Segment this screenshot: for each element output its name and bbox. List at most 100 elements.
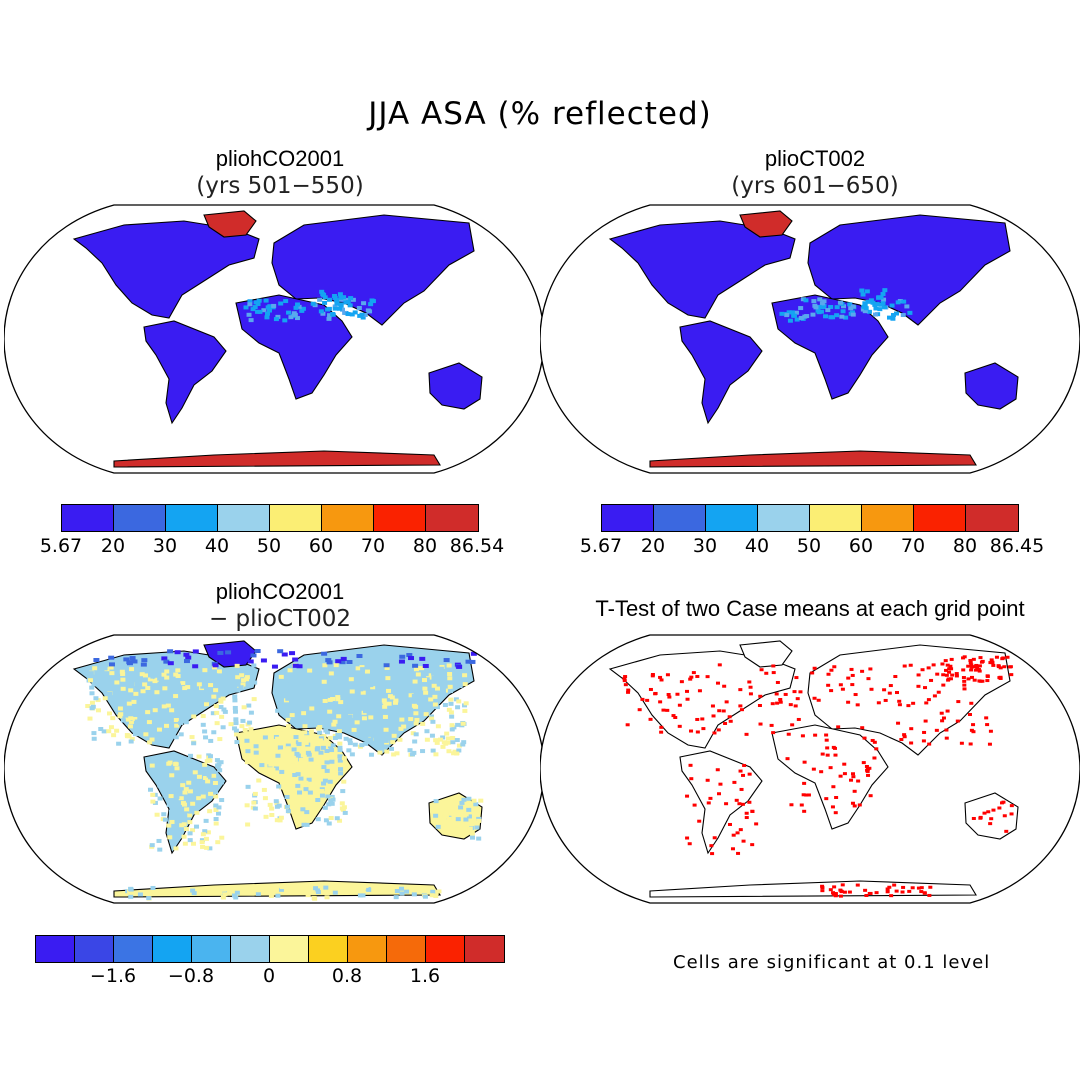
difference-cell	[298, 738, 304, 743]
difference-cell	[160, 720, 166, 725]
significant-cell	[735, 831, 740, 835]
difference-cell	[173, 672, 179, 677]
difference-cell	[179, 823, 185, 828]
significant-cell	[919, 890, 924, 894]
difference-cell	[233, 895, 239, 900]
difference-cell	[96, 675, 102, 680]
difference-cell	[326, 802, 332, 807]
significant-cell	[869, 687, 874, 691]
difference-cell	[323, 885, 329, 890]
difference-cell	[420, 721, 426, 726]
significant-cell	[800, 734, 805, 738]
significant-cell	[916, 684, 921, 688]
difference-cell	[174, 723, 180, 728]
difference-cell	[152, 800, 158, 805]
significant-cell	[997, 806, 1002, 810]
difference-cell	[398, 659, 405, 664]
difference-cell	[217, 768, 223, 773]
difference-cell	[303, 787, 309, 792]
difference-cell	[446, 663, 452, 668]
difference-cell	[108, 662, 115, 667]
difference-cell	[224, 672, 230, 677]
difference-cell	[146, 720, 152, 725]
difference-cell	[331, 700, 337, 705]
difference-cell	[208, 791, 214, 796]
difference-cell	[149, 737, 155, 742]
difference-cell	[334, 816, 340, 821]
difference-cell	[125, 717, 131, 722]
significant-cell	[659, 730, 664, 734]
difference-cell	[192, 649, 199, 654]
difference-cell	[447, 684, 453, 689]
albedo-cell	[250, 307, 256, 312]
albedo-cell	[859, 288, 865, 293]
significant-cell	[626, 688, 631, 692]
difference-cell	[134, 719, 140, 724]
difference-cell	[173, 801, 179, 806]
difference-cell	[283, 686, 289, 691]
significant-cell	[691, 671, 696, 675]
difference-cell	[347, 741, 353, 746]
difference-cell	[328, 671, 334, 676]
difference-cell	[213, 808, 219, 813]
difference-cell	[362, 709, 368, 714]
colorbar-tick-label: 40	[744, 535, 770, 557]
difference-cell	[407, 748, 413, 753]
difference-cell	[204, 702, 210, 707]
difference-cell	[319, 789, 325, 794]
significant-cell	[625, 723, 630, 727]
difference-cell	[292, 663, 299, 668]
significant-cell	[792, 690, 797, 694]
albedo-cell	[850, 304, 856, 309]
significant-cell	[962, 683, 967, 687]
difference-cell	[324, 895, 330, 900]
significant-cell	[929, 678, 934, 682]
difference-cell	[173, 735, 179, 740]
difference-cell	[361, 716, 367, 721]
colorbar-swatch	[114, 505, 166, 531]
albedo-cell	[870, 300, 876, 305]
albedo-cell	[779, 311, 785, 316]
difference-cell	[290, 763, 296, 768]
albedo-cell	[819, 301, 825, 306]
significant-cell	[771, 671, 776, 675]
colorbar-swatch	[706, 505, 758, 531]
difference-cell	[232, 698, 238, 703]
difference-cell	[382, 704, 388, 709]
albedo-cell	[865, 299, 871, 304]
albedo-cell	[864, 289, 870, 294]
difference-cell	[306, 886, 312, 891]
significant-cell	[712, 836, 717, 840]
difference-cell	[224, 689, 230, 694]
difference-cell	[423, 690, 429, 695]
significant-cell	[831, 785, 836, 789]
difference-cell	[304, 760, 310, 765]
significant-cell	[739, 708, 744, 712]
difference-cell	[215, 840, 221, 845]
significant-cell	[650, 674, 655, 678]
difference-cell	[460, 742, 466, 747]
significant-cell	[661, 708, 666, 712]
significant-cell	[895, 691, 899, 695]
significant-cell	[978, 656, 983, 660]
difference-cell	[478, 798, 484, 803]
difference-cell	[143, 732, 149, 737]
difference-cell	[200, 794, 206, 799]
difference-cell	[148, 757, 154, 762]
colorbar-tick-label: 0.8	[331, 965, 363, 987]
difference-cell	[318, 738, 324, 743]
difference-cell	[220, 685, 226, 690]
significant-cell	[748, 685, 753, 689]
greenland-landmass	[739, 210, 793, 238]
albedo-cell	[794, 317, 800, 322]
difference-cell	[372, 723, 378, 728]
colorbar-swatch	[347, 936, 387, 962]
difference-cell	[337, 733, 343, 738]
difference-cell	[202, 668, 208, 673]
difference-cell	[310, 696, 316, 701]
difference-cell	[382, 714, 388, 719]
difference-cell	[327, 697, 333, 702]
difference-cell	[133, 691, 139, 696]
difference-cell	[422, 894, 428, 899]
difference-cell	[161, 704, 167, 709]
